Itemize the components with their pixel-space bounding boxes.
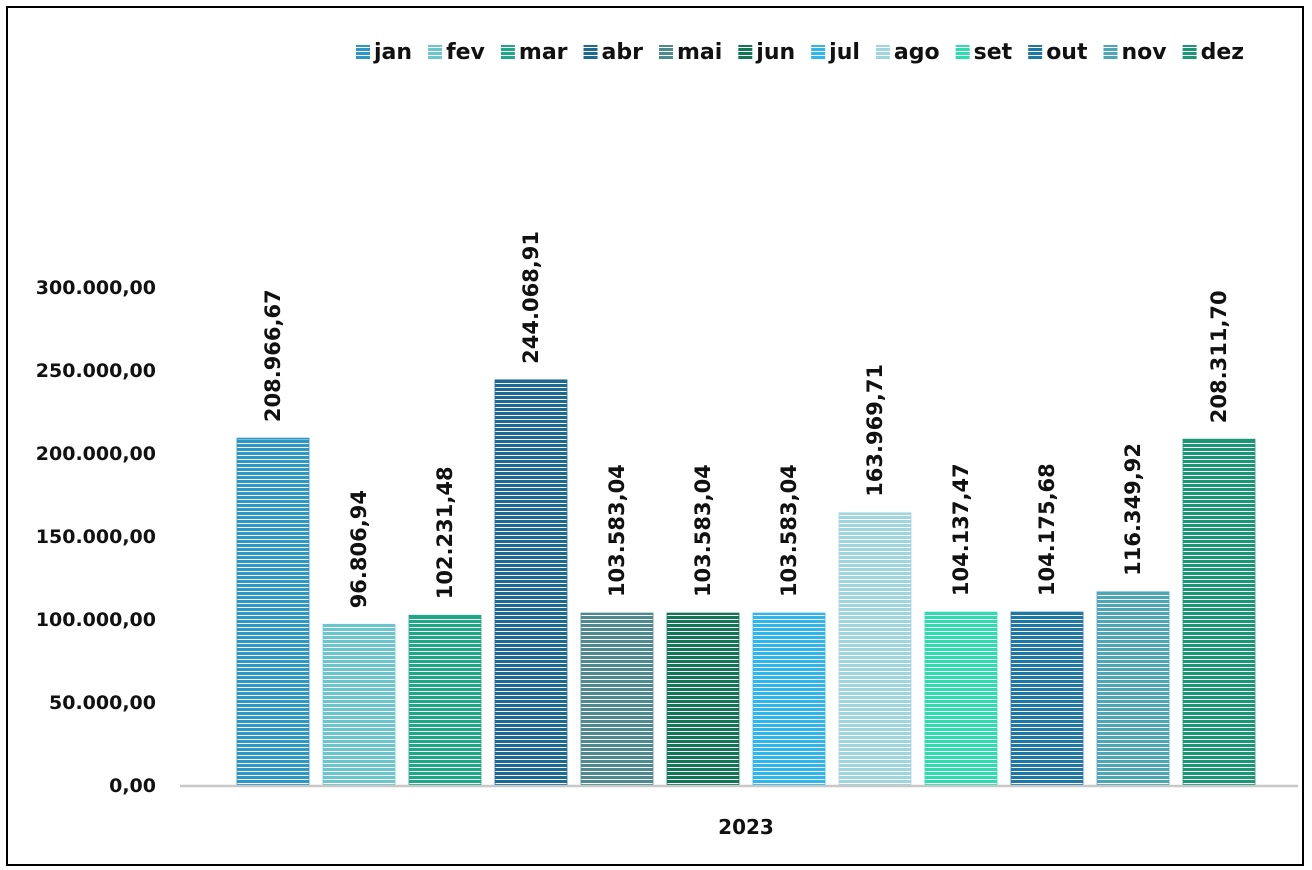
data-label-jul: 103.583,04 xyxy=(777,464,801,597)
y-tick-label: 300.000,00 xyxy=(36,277,156,299)
y-tick-label: 0,00 xyxy=(109,775,156,797)
bar-fev xyxy=(322,623,396,786)
legend-label-set: set xyxy=(974,40,1013,65)
legend-label-ago: ago xyxy=(894,40,940,65)
data-label-mai: 103.583,04 xyxy=(605,464,629,597)
y-axis: 0,00 50.000,00 100.000,00 150.000,00 200.000… xyxy=(36,277,156,797)
legend-item-set: set xyxy=(955,40,1013,65)
bar-mai xyxy=(580,612,654,786)
x-category-label: 2023 xyxy=(718,815,774,839)
bar-ago xyxy=(838,512,912,786)
legend-label-abr: abr xyxy=(602,40,644,65)
legend-swatch-mar xyxy=(500,45,515,59)
legend-swatch-nov xyxy=(1103,45,1118,59)
data-label-abr: 244.068,91 xyxy=(519,231,543,364)
bar-mar xyxy=(408,614,482,786)
legend-item-jul: jul xyxy=(811,40,860,65)
legend-label-jun: jun xyxy=(755,40,795,65)
bar-set xyxy=(924,611,998,786)
data-label-dez: 208.311,70 xyxy=(1207,290,1231,423)
data-label-out: 104.175,68 xyxy=(1035,463,1059,596)
legend-item-jun: jun xyxy=(738,40,795,65)
bar-jan xyxy=(236,437,310,786)
data-labels: 208.966,67 96.806,94 102.231,48 244.068,91 1… xyxy=(261,231,1231,608)
legend-item-jan: jan xyxy=(356,40,412,65)
legend-label-mai: mai xyxy=(677,40,722,65)
legend-item-nov: nov xyxy=(1103,40,1167,65)
legend-swatch-dez xyxy=(1182,45,1197,59)
legend-item-mar: mar xyxy=(500,40,568,65)
data-label-nov: 116.349,92 xyxy=(1121,443,1145,576)
legend-label-mar: mar xyxy=(519,40,568,65)
legend-item-abr: abr xyxy=(583,40,644,65)
y-tick-label: 100.000,00 xyxy=(36,609,156,631)
y-tick-label: 200.000,00 xyxy=(36,443,156,465)
data-label-set: 104.137,47 xyxy=(949,463,973,596)
legend-item-dez: dez xyxy=(1182,40,1244,65)
y-tick-label: 50.000,00 xyxy=(49,692,156,714)
legend-swatch-jan xyxy=(356,45,370,59)
y-tick-label: 150.000,00 xyxy=(36,526,156,548)
data-label-ago: 163.969,71 xyxy=(863,364,887,497)
legend-label-jan: jan xyxy=(373,40,412,65)
legend-swatch-ago xyxy=(875,45,890,59)
bars xyxy=(236,379,1256,786)
data-label-mar: 102.231,48 xyxy=(433,466,457,599)
y-tick-label: 250.000,00 xyxy=(36,360,156,382)
bar-jun xyxy=(666,612,740,786)
bar-chart: jan fev mar abr mai jun jul ago set out nov dez 0,0… xyxy=(36,40,1298,839)
legend-label-dez: dez xyxy=(1201,40,1244,65)
bar-out xyxy=(1010,611,1084,786)
bar-nov xyxy=(1096,591,1170,786)
legend-swatch-out xyxy=(1028,45,1043,59)
bar-abr xyxy=(494,379,568,786)
legend-swatch-set xyxy=(955,45,970,59)
legend-item-mai: mai xyxy=(658,40,722,65)
legend-swatch-jul xyxy=(811,45,826,59)
legend-label-out: out xyxy=(1046,40,1088,65)
bar-dez xyxy=(1182,438,1256,786)
bar-jul xyxy=(752,612,826,786)
legend-item-out: out xyxy=(1028,40,1088,65)
legend-label-jul: jul xyxy=(828,40,860,65)
chart-frame: jan fev mar abr mai jun jul ago set out nov dez 0,0… xyxy=(6,6,1304,866)
data-label-fev: 96.806,94 xyxy=(347,490,371,608)
legend-item-fev: fev xyxy=(428,40,486,65)
data-label-jun: 103.583,04 xyxy=(691,464,715,597)
legend-label-nov: nov xyxy=(1121,40,1167,65)
legend-swatch-abr xyxy=(583,45,598,59)
data-label-jan: 208.966,67 xyxy=(261,289,285,422)
chart-legend: jan fev mar abr mai jun jul ago set out nov dez xyxy=(356,40,1244,65)
x-axis: 2023 xyxy=(180,784,1298,839)
legend-item-ago: ago xyxy=(875,40,940,65)
legend-swatch-jun xyxy=(738,45,753,59)
legend-swatch-mai xyxy=(658,45,673,59)
legend-swatch-fev xyxy=(428,45,443,59)
legend-label-fev: fev xyxy=(446,40,485,65)
